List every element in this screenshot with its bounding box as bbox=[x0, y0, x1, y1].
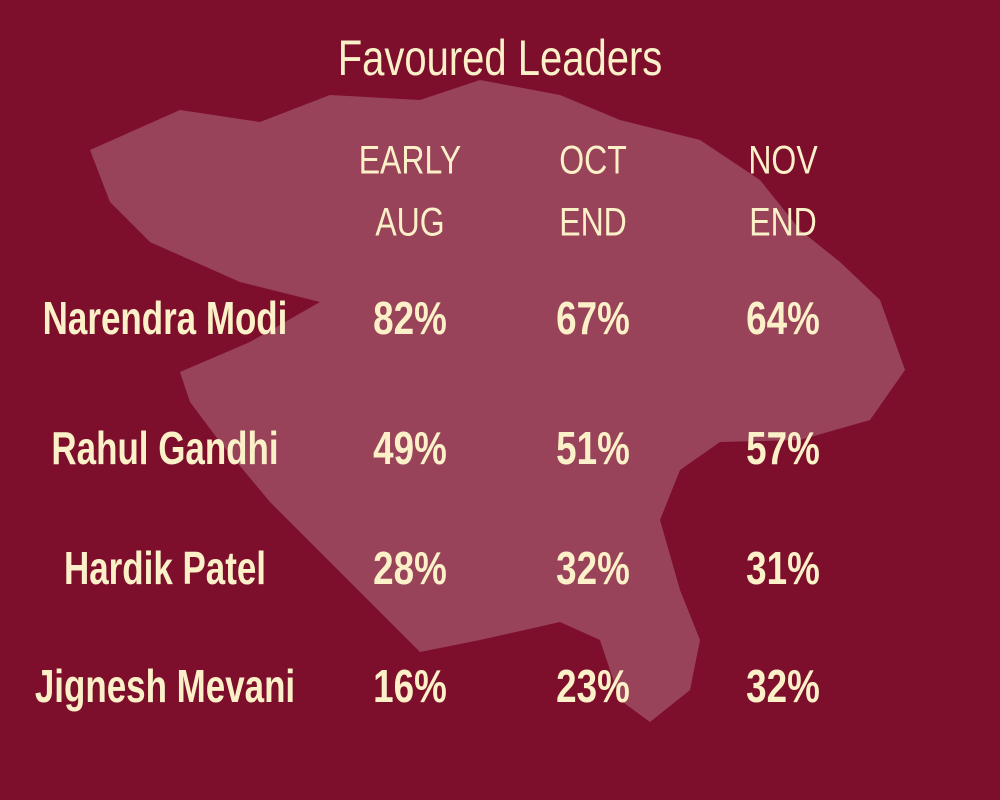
column-header: END bbox=[749, 199, 817, 244]
value-cell: 57% bbox=[746, 422, 820, 474]
value-cell: 67% bbox=[556, 292, 630, 344]
value-cell: 23% bbox=[556, 660, 630, 712]
value-cell: 32% bbox=[746, 660, 820, 712]
column-header: AUG bbox=[375, 199, 444, 244]
value-cell: 49% bbox=[373, 422, 447, 474]
value-cell: 28% bbox=[373, 542, 447, 594]
column-header: EARLY bbox=[359, 137, 462, 182]
title: Favoured Leaders bbox=[338, 30, 663, 86]
map-silhouette bbox=[90, 80, 905, 722]
row-label: Narendra Modi bbox=[43, 292, 288, 344]
value-cell: 64% bbox=[746, 292, 820, 344]
row-label: Jignesh Mevani bbox=[35, 660, 295, 712]
column-header: OCT bbox=[559, 137, 627, 182]
row-label: Rahul Gandhi bbox=[51, 422, 278, 474]
value-cell: 32% bbox=[556, 542, 630, 594]
value-cell: 51% bbox=[556, 422, 630, 474]
column-header: NOV bbox=[748, 137, 817, 182]
value-cell: 82% bbox=[373, 292, 447, 344]
column-header: END bbox=[559, 199, 627, 244]
row-label: Hardik Patel bbox=[64, 542, 266, 594]
value-cell: 31% bbox=[746, 542, 820, 594]
content: Favoured Leaders EARLY AUG OCT END NOV END Nare… bbox=[35, 30, 820, 712]
value-cell: 16% bbox=[373, 660, 447, 712]
